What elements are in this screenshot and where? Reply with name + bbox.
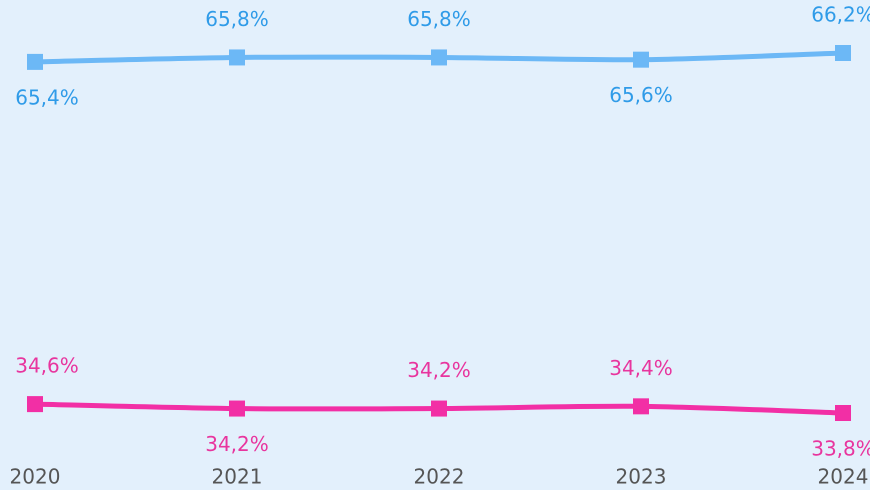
x-tick-label: 2021 — [212, 465, 263, 489]
marker — [229, 400, 245, 417]
marker — [229, 49, 245, 66]
data-label: 65,4% — [15, 85, 79, 109]
data-label: 34,2% — [407, 358, 471, 382]
data-label: 65,8% — [205, 7, 269, 31]
data-label: 34,4% — [609, 356, 673, 380]
x-tick-label: 2023 — [616, 465, 667, 489]
data-label: 65,6% — [609, 83, 673, 107]
x-tick-label: 2024 — [818, 465, 869, 489]
data-label: 65,8% — [407, 7, 471, 31]
marker — [633, 398, 649, 415]
marker — [431, 49, 447, 66]
x-tick-label: 2020 — [10, 465, 61, 489]
marker — [431, 400, 447, 417]
marker — [835, 405, 851, 421]
x-tick-label: 2022 — [414, 465, 465, 489]
marker — [835, 45, 851, 61]
marker — [27, 396, 43, 413]
data-label: 33,8% — [811, 437, 870, 461]
data-label: 34,6% — [15, 354, 79, 378]
marker — [27, 53, 43, 70]
marker — [633, 51, 649, 68]
data-label: 66,2% — [811, 3, 870, 27]
data-label: 34,2% — [205, 432, 269, 456]
